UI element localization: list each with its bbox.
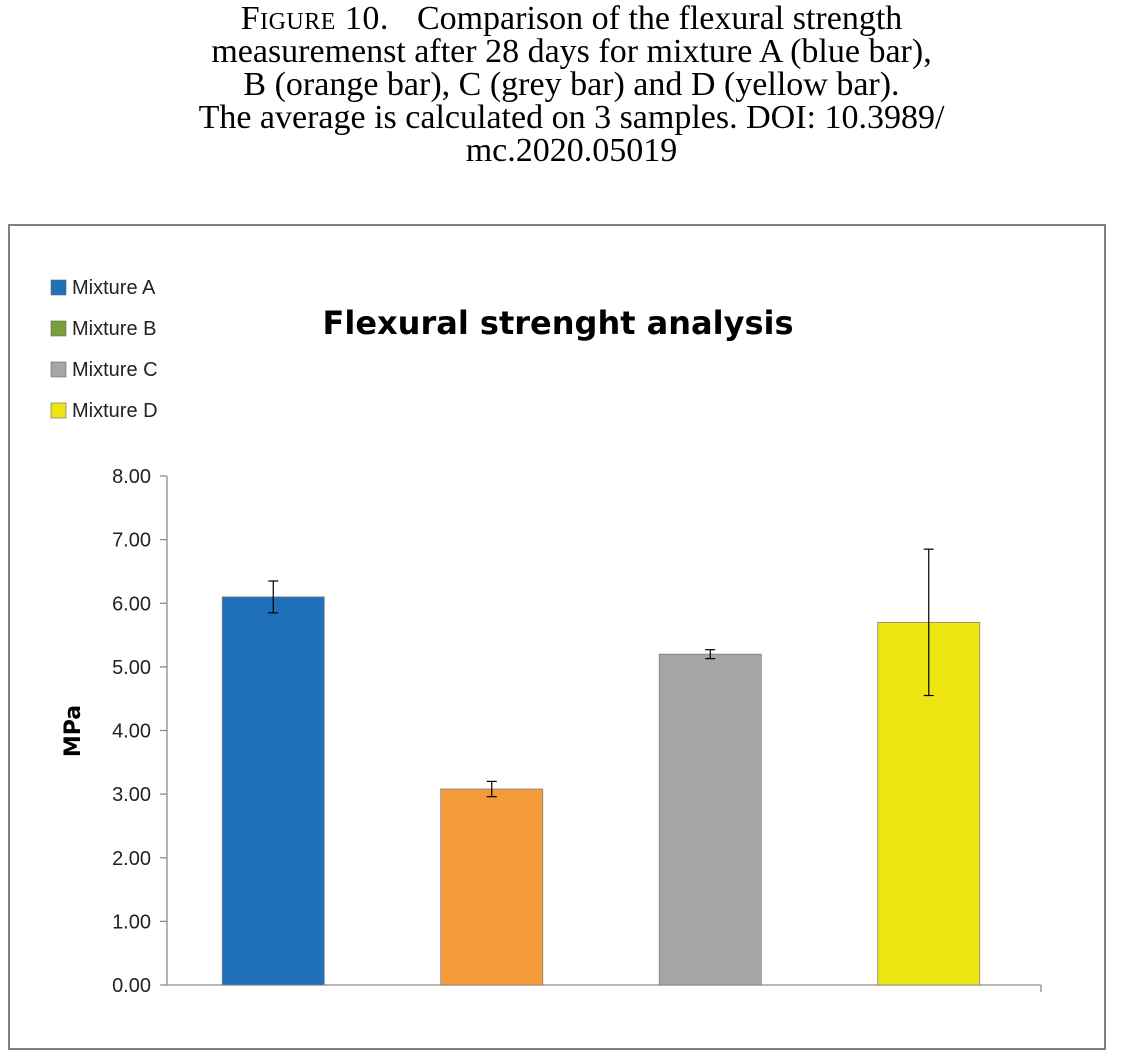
legend-swatch (50, 320, 67, 337)
legend-label: Mixture B (72, 318, 156, 340)
y-tick-label: 7.00 (112, 530, 151, 552)
caption-line-5: mc.2020.05019 (465, 132, 678, 169)
legend-swatch (50, 361, 67, 378)
y-tick-label: 0.00 (112, 975, 151, 997)
legend-label: Mixture D (72, 400, 158, 422)
y-tick-label: 5.00 (112, 657, 151, 679)
caption-line-4: The average is calculated on 3 samples. … (198, 99, 945, 136)
legend-swatch (50, 402, 67, 419)
bar (440, 788, 544, 986)
y-tick-label: 6.00 (112, 593, 151, 615)
chart-frame: Mixture A Mixture B Mixture C Mixture D Fle… (8, 224, 1106, 1050)
legend-label: Mixture A (72, 277, 156, 299)
figure-label: Figure 10. (240, 0, 389, 37)
bar (221, 596, 325, 986)
caption-line-3: B (orange bar), C (grey bar) and D (yell… (243, 66, 900, 103)
axes: 0.00 1.00 2.00 3.00 4.00 5.00 6.00 7.00 8.00 (112, 466, 1042, 997)
figure-caption: Figure 10. Comparison of the flexural str… (0, 0, 1143, 169)
bars (221, 548, 981, 986)
legend-label: Mixture C (72, 359, 158, 381)
y-tick-label: 8.00 (112, 466, 151, 488)
y-tick-label: 2.00 (112, 848, 151, 870)
legend-swatch (50, 279, 67, 296)
y-tick-label: 3.00 (112, 784, 151, 806)
y-tick-label: 1.00 (112, 911, 151, 933)
caption-line-2: measuremenst after 28 days for mixture A… (211, 33, 932, 70)
bar-chart: Mixture A Mixture B Mixture C Mixture D Fle… (50, 277, 1042, 997)
y-axis-label: MPa (61, 705, 86, 757)
caption-line-1: Figure 10. Comparison of the flexural str… (0, 0, 1143, 37)
bar (658, 653, 762, 986)
y-tick-label: 4.00 (112, 721, 151, 743)
caption-text-1: Comparison of the flexural strength (416, 0, 903, 37)
chart-title: Flexural strenght analysis (322, 304, 793, 342)
legend: Mixture A Mixture B Mixture C Mixture D (50, 277, 158, 422)
